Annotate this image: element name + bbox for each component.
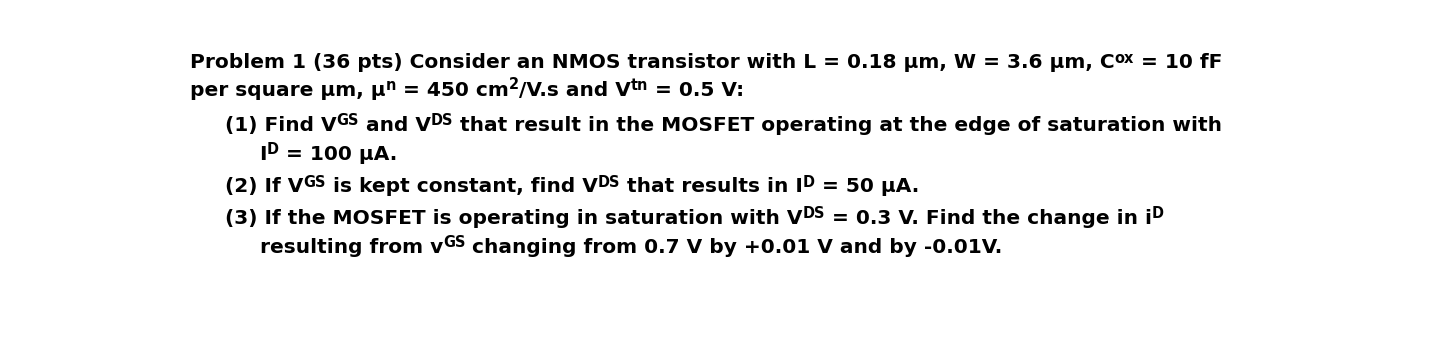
Text: GS: GS [336,113,358,128]
Text: = 450 cm: = 450 cm [396,81,508,100]
Text: /V.s and V: /V.s and V [518,81,630,100]
Text: per square μm, μ: per square μm, μ [189,81,386,100]
Text: changing from 0.7 V by +0.01 V and by -0.01V.: changing from 0.7 V by +0.01 V and by -0… [466,238,1003,257]
Text: ox: ox [1114,51,1134,65]
Text: = 10 fF: = 10 fF [1134,53,1222,72]
Text: resulting from v: resulting from v [259,238,443,257]
Text: GS: GS [303,175,326,189]
Text: D: D [802,175,815,189]
Text: DS: DS [802,206,824,221]
Text: = 100 μA.: = 100 μA. [280,145,397,164]
Text: GS: GS [443,235,466,250]
Text: that results in I: that results in I [620,177,802,196]
Text: D: D [266,142,280,157]
Text: n: n [386,78,396,93]
Text: = 50 μA.: = 50 μA. [815,177,919,196]
Text: = 0.3 V. Find the change in i: = 0.3 V. Find the change in i [824,209,1152,228]
Text: 2: 2 [508,77,518,92]
Text: (1) Find V: (1) Find V [224,116,336,135]
Text: that result in the MOSFET operating at the edge of saturation with: that result in the MOSFET operating at t… [453,116,1222,135]
Text: tn: tn [630,78,648,93]
Text: DS: DS [597,175,620,189]
Text: D: D [1152,206,1163,221]
Text: I: I [259,145,266,164]
Text: (3) If the MOSFET is operating in saturation with V: (3) If the MOSFET is operating in satura… [224,209,802,228]
Text: = 0.5 V:: = 0.5 V: [648,81,744,100]
Text: Problem 1 (36 pts) Consider an NMOS transistor with L = 0.18 μm, W = 3.6 μm, C: Problem 1 (36 pts) Consider an NMOS tran… [189,53,1114,72]
Text: (2) If V: (2) If V [224,177,303,196]
Text: and V: and V [358,116,431,135]
Text: DS: DS [431,113,453,128]
Text: is kept constant, find V: is kept constant, find V [326,177,597,196]
